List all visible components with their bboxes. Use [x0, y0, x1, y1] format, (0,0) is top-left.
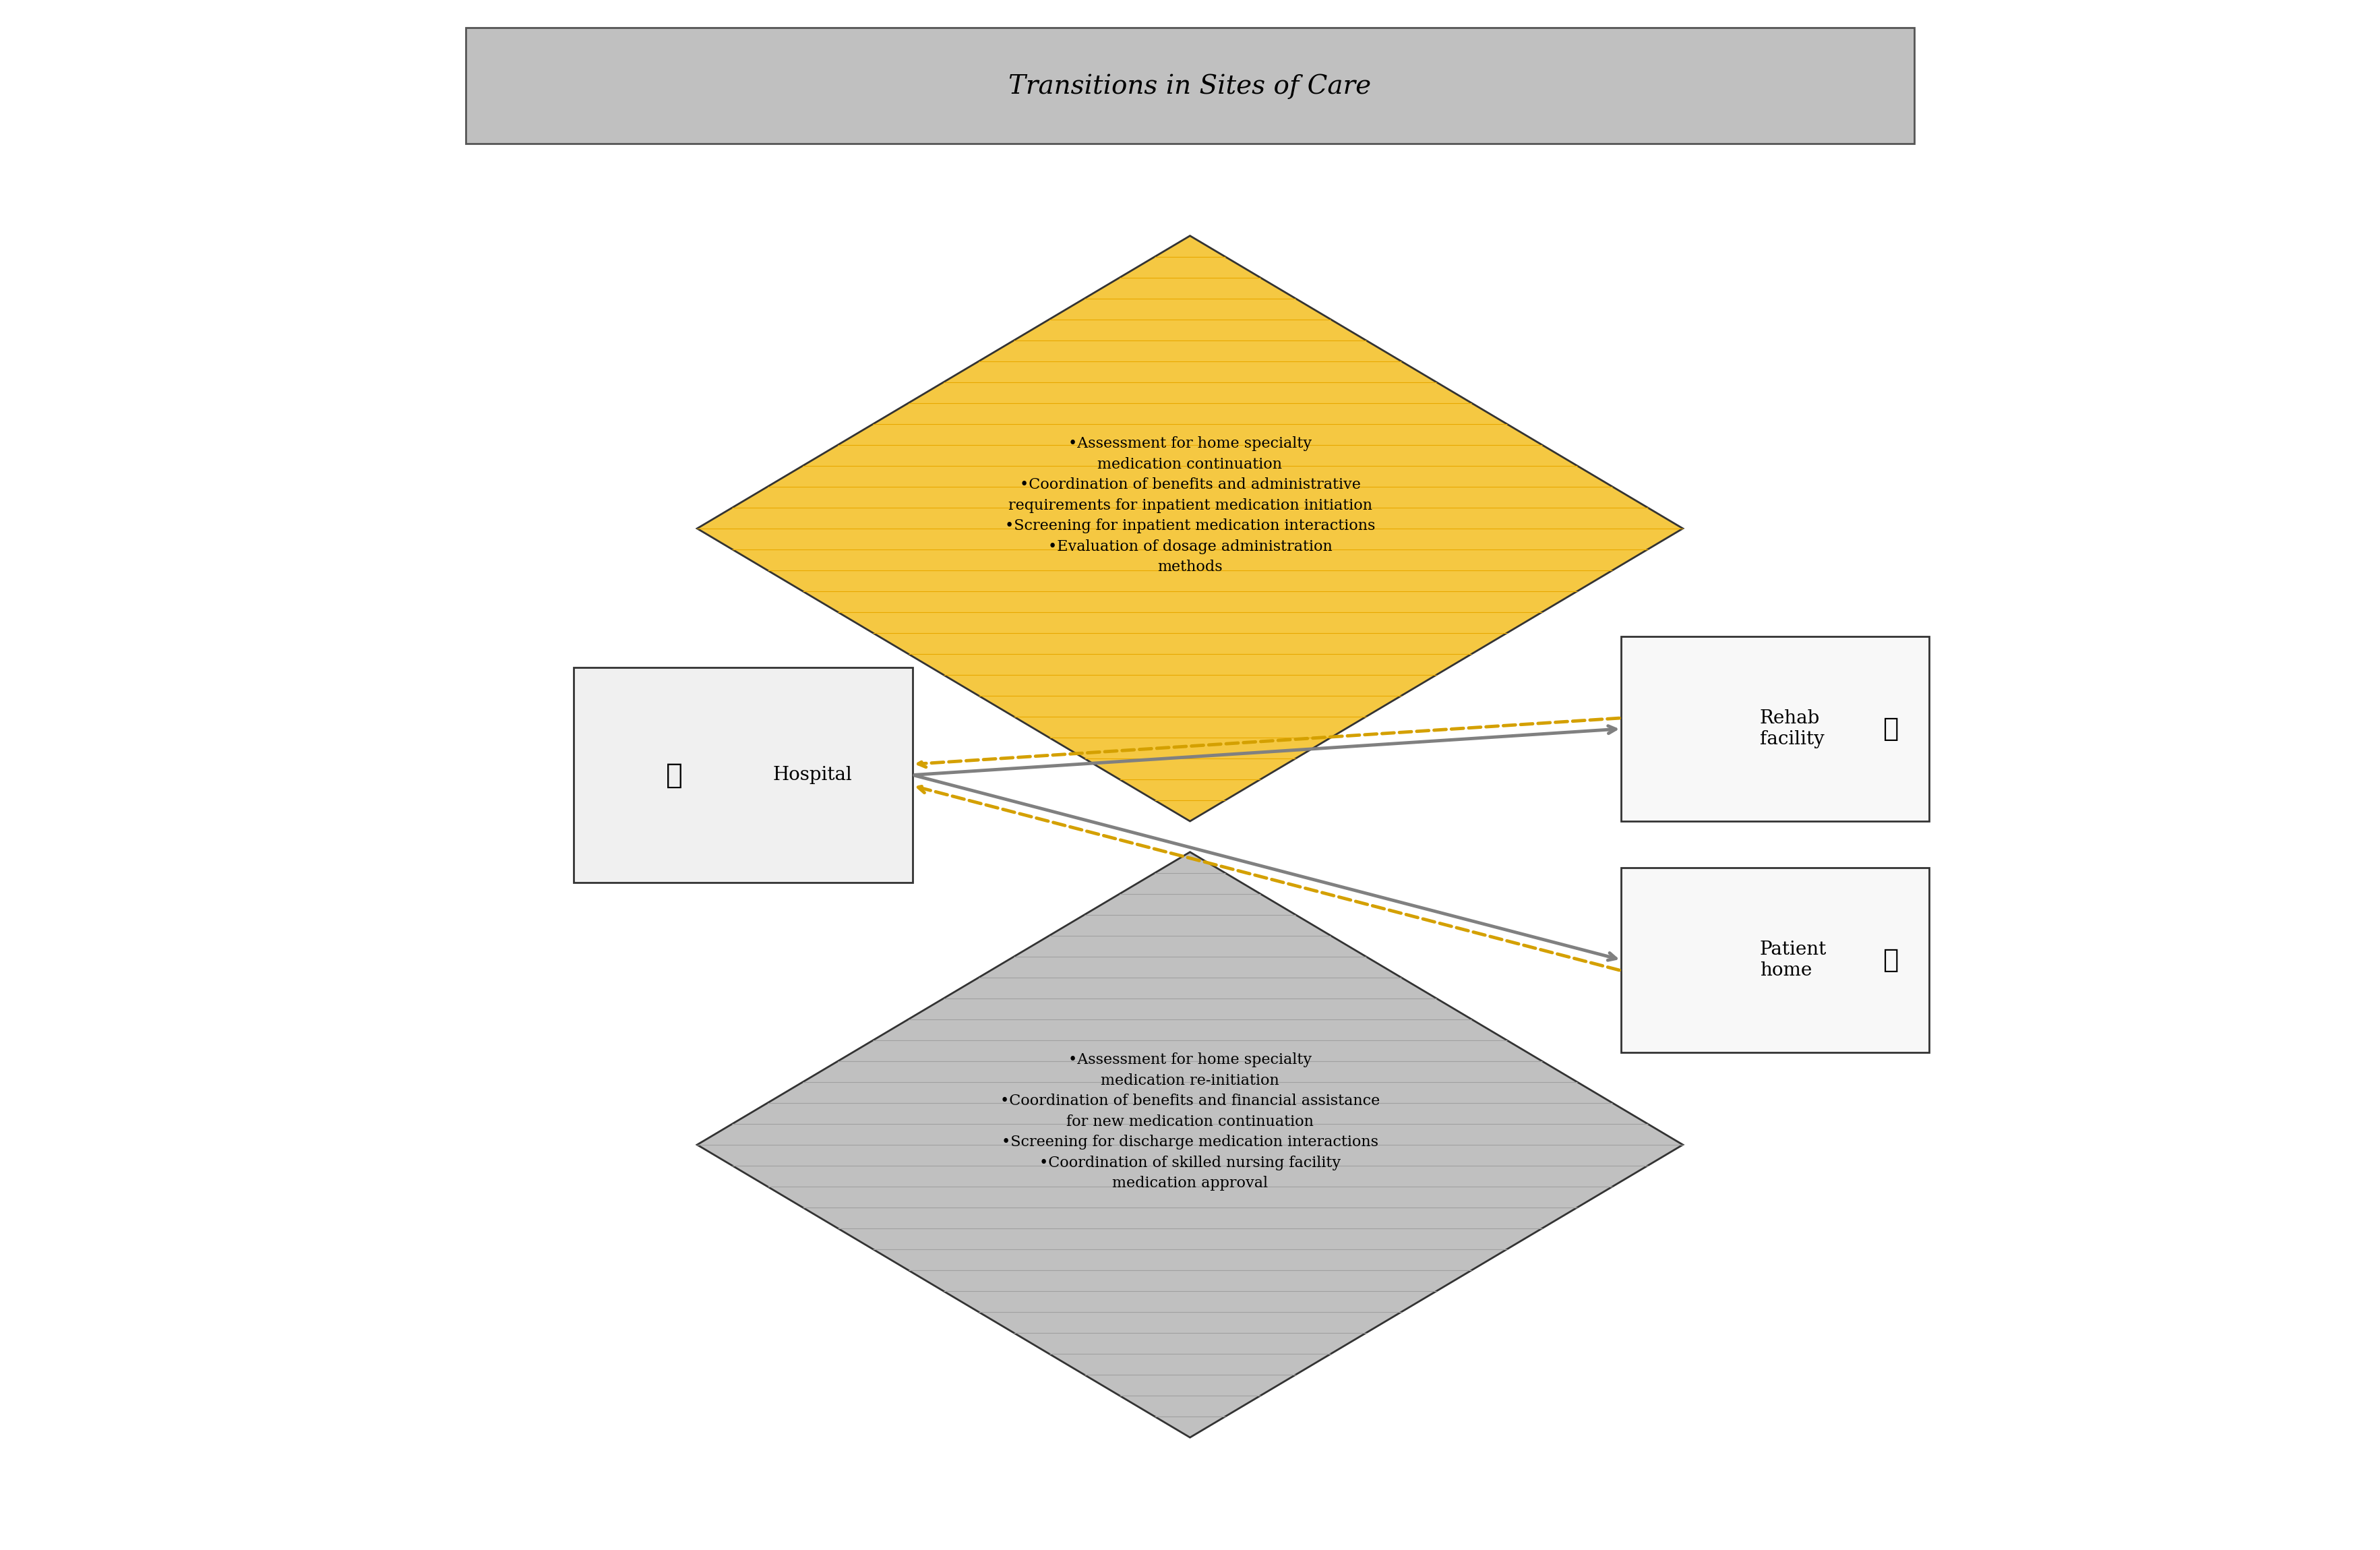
Text: •Assessment for home specialty
medication re-initiation
•Coordination of benefit: •Assessment for home specialty medicatio…	[1000, 1052, 1380, 1190]
Text: Hospital: Hospital	[774, 766, 852, 784]
FancyBboxPatch shape	[1621, 637, 1930, 822]
FancyBboxPatch shape	[1621, 868, 1930, 1052]
Text: 🏥: 🏥	[666, 761, 683, 789]
FancyBboxPatch shape	[574, 666, 914, 883]
Text: 🏢: 🏢	[1883, 716, 1899, 741]
Text: 🏠: 🏠	[1883, 947, 1899, 973]
Polygon shape	[697, 852, 1683, 1437]
FancyBboxPatch shape	[466, 28, 1914, 143]
Text: Rehab
facility: Rehab facility	[1759, 710, 1825, 749]
Polygon shape	[697, 236, 1683, 822]
Text: •Assessment for home specialty
medication continuation
•Coordination of benefits: •Assessment for home specialty medicatio…	[1004, 436, 1376, 575]
Text: Patient
home: Patient home	[1759, 941, 1828, 980]
Text: Transitions in Sites of Care: Transitions in Sites of Care	[1009, 74, 1371, 99]
